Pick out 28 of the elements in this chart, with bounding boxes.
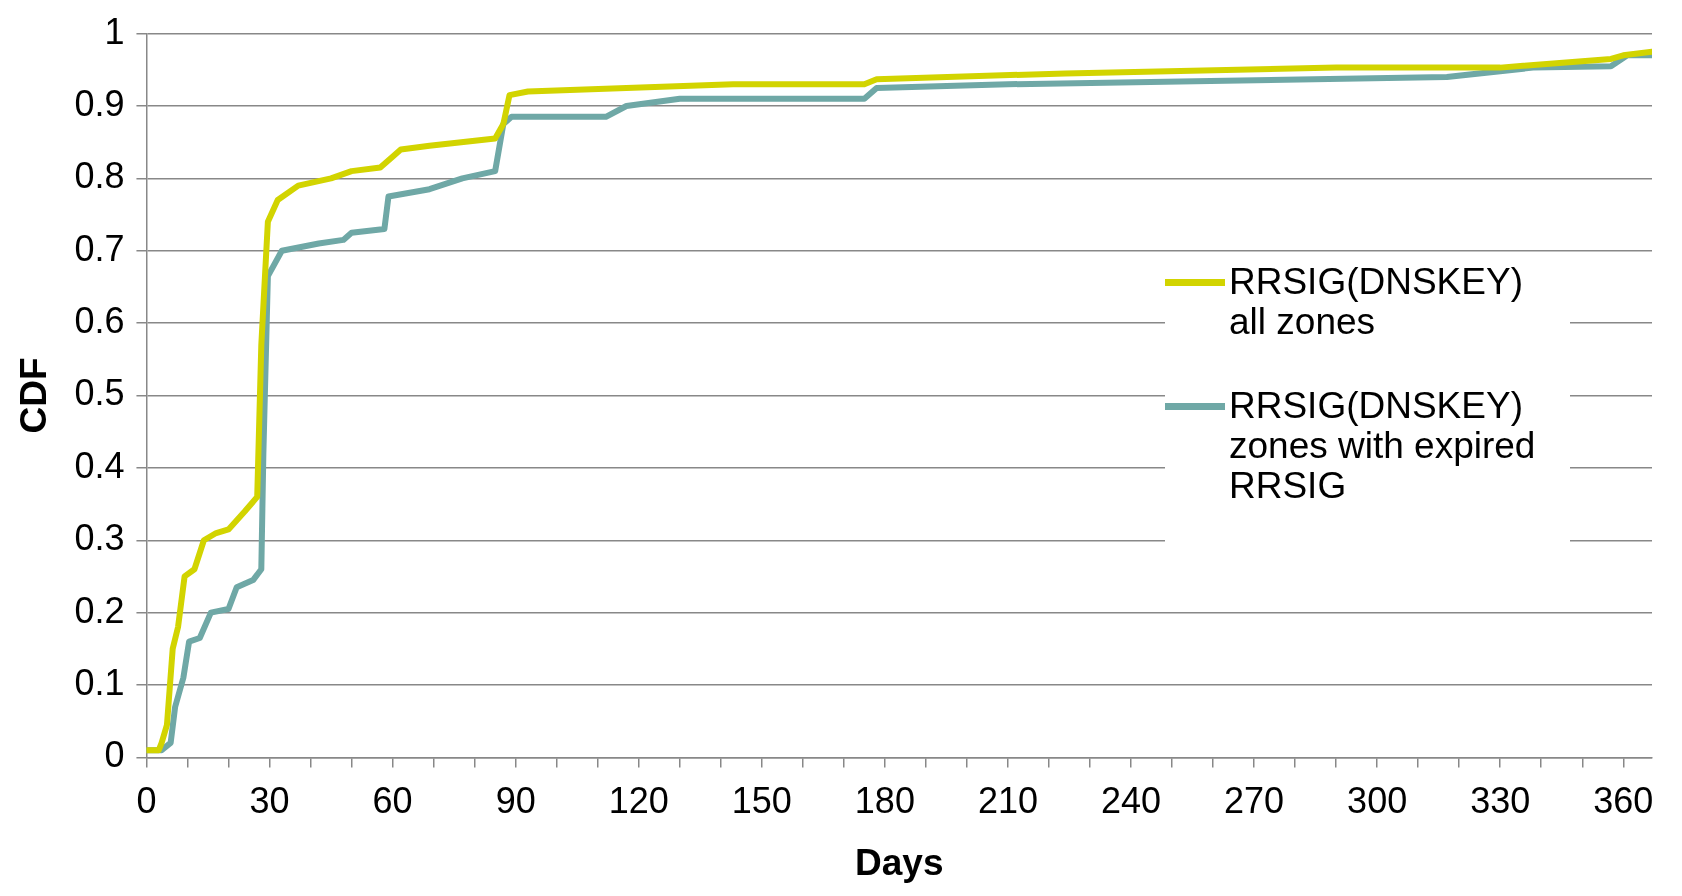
x-tick-label: 240 [1100,779,1162,821]
x-tick-label: 300 [1347,779,1408,821]
x-tick-label: 360 [1593,779,1654,821]
x-tick-label: 120 [608,779,669,821]
y-tick-label: 0.9 [74,82,125,124]
x-tick-label: 0 [136,779,157,821]
y-tick-label: 1 [104,10,125,52]
x-tick-label: 330 [1470,779,1531,821]
y-tick-label: 0.3 [74,517,125,559]
x-tick-label: 180 [854,779,915,821]
x-tick-label: 60 [372,779,413,821]
y-axis-title: CDF [13,357,55,434]
y-tick-label: 0.2 [74,589,125,631]
y-tick-label: 0.5 [74,372,125,414]
legend-label: RRSIG(DNSKEY) zones with expired RRSIG [1229,385,1537,506]
x-tick-label: 150 [731,779,792,821]
x-tick-label: 90 [495,779,536,821]
y-tick-label: 0.6 [74,300,125,342]
y-tick-label: 0.4 [74,444,125,486]
y-tick-label: 0 [104,734,125,776]
x-axis-title: Days [855,842,944,883]
y-tick-label: 0.8 [74,155,125,197]
y-tick-label: 0.7 [74,227,125,269]
legend-label: RRSIG(DNSKEY) all zones [1229,261,1524,342]
x-tick-label: 210 [977,779,1038,821]
x-tick-label: 270 [1224,779,1285,821]
x-tick-label: 30 [249,779,290,821]
y-tick-label: 0.1 [74,661,125,703]
